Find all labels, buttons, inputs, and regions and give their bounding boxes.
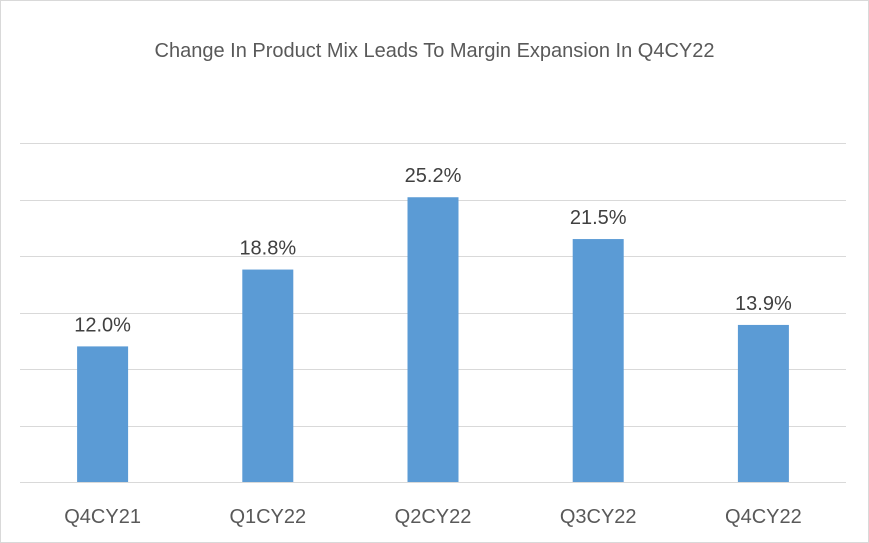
chart-title: Change In Product Mix Leads To Margin Ex… [154, 40, 715, 62]
bar-q4cy22 [737, 324, 789, 482]
bar-q4cy21 [77, 346, 129, 482]
data-label: 18.8% [239, 238, 296, 260]
x-tick-labels: Q4CY21 Q1CY22 Q2CY22 Q3CY22 Q4CY22 [64, 506, 802, 528]
bar-q3cy22 [572, 239, 624, 482]
data-labels: 12.0% 18.8% 25.2% 21.5% 13.9% [74, 165, 792, 336]
data-label: 12.0% [74, 314, 131, 336]
x-tick-label: Q4CY21 [64, 506, 141, 528]
x-tick-label: Q1CY22 [229, 506, 306, 528]
bar-q2cy22 [407, 197, 459, 483]
data-label: 13.9% [735, 293, 792, 315]
data-label: 25.2% [405, 165, 462, 187]
bars [77, 197, 789, 483]
x-tick-label: Q2CY22 [395, 506, 472, 528]
x-tick-label: Q4CY22 [725, 506, 802, 528]
x-tick-label: Q3CY22 [560, 506, 637, 528]
data-label: 21.5% [570, 207, 627, 229]
bar-q1cy22 [242, 269, 294, 482]
